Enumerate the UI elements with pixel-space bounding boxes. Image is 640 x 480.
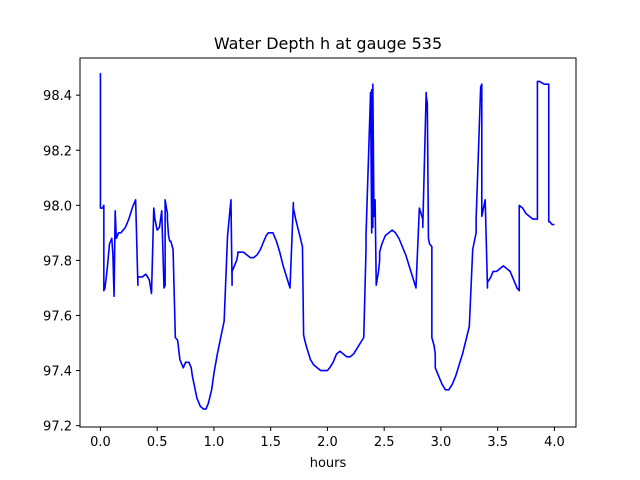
y-tick-label: 97.6: [43, 309, 72, 324]
plot-frame: [79, 57, 577, 428]
y-axis-ticks: 97.2 97.4 97.6 97.8 98.0 98.2 98.4: [43, 89, 80, 435]
y-tick-label: 98.4: [43, 89, 72, 104]
y-tick-label: 97.8: [43, 254, 72, 269]
x-tick-label: 1.0: [204, 435, 225, 450]
series-line: [99, 73, 555, 410]
y-tick-label: 97.4: [43, 365, 72, 380]
x-tick-label: 0.5: [147, 435, 168, 450]
x-tick-label: 2.5: [374, 435, 395, 450]
y-tick-label: 98.2: [43, 144, 72, 159]
y-tick-label: 97.2: [43, 420, 72, 435]
x-tick-label: 2.0: [317, 435, 338, 450]
x-tick-label: 1.5: [260, 435, 281, 450]
x-axis-label: hours: [310, 456, 347, 471]
x-tick-label: 3.0: [431, 435, 452, 450]
x-tick-label: 4.0: [544, 435, 565, 450]
y-tick-label: 98.0: [43, 199, 72, 214]
series-group: [99, 73, 555, 410]
x-tick-label: 3.5: [487, 435, 508, 450]
x-tick-label: 0.0: [90, 435, 111, 450]
chart-title: Water Depth h at gauge 535: [214, 34, 442, 53]
x-axis-ticks: 0.0 0.5 1.0 1.5 2.0 2.5 3.0 3.5 4.0: [90, 427, 565, 450]
